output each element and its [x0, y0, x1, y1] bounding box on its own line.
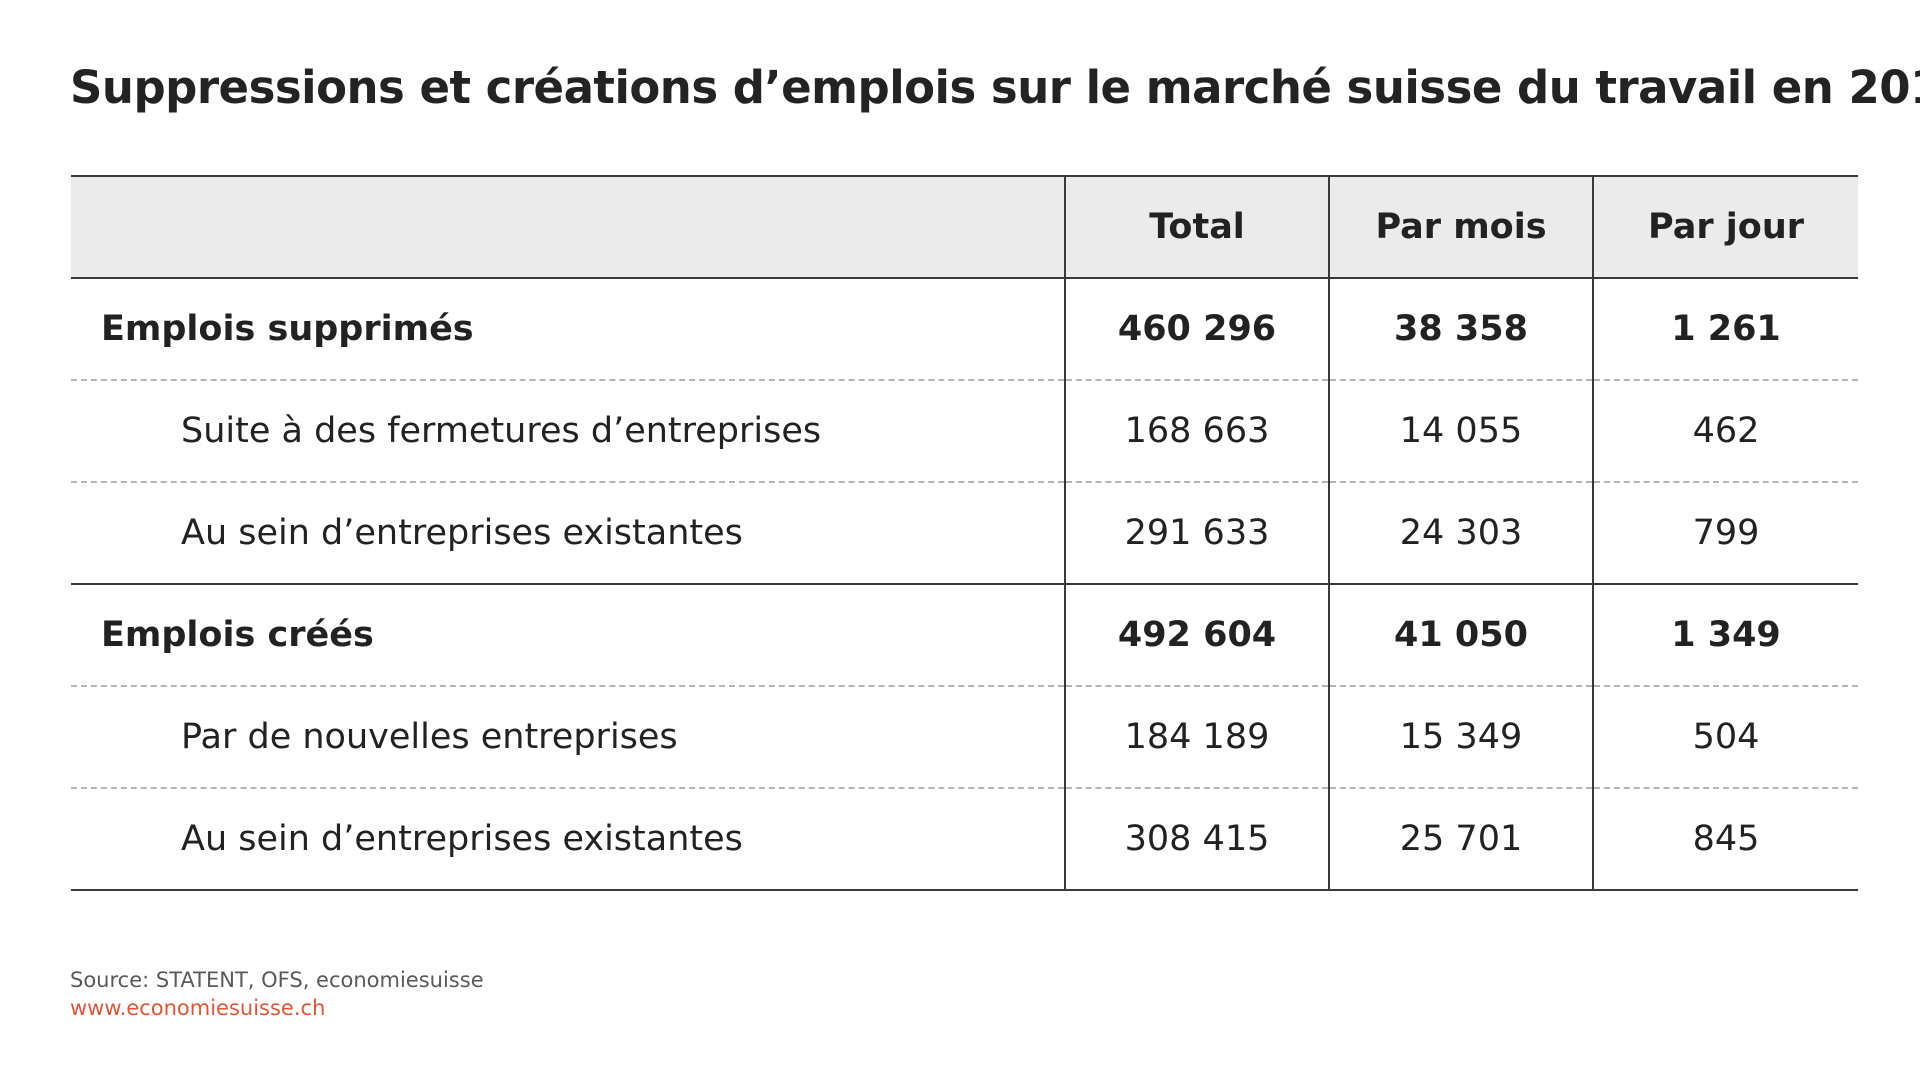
cell-par-jour: 1 349 — [1592, 583, 1858, 686]
cell-total: 492 604 — [1064, 583, 1329, 686]
cell-par-jour: 845 — [1592, 787, 1858, 890]
cell-par-mois: 38 358 — [1328, 278, 1593, 380]
source-note: Source: STATENT, OFS, economiesuisse — [70, 968, 484, 992]
cell-par-jour: 462 — [1592, 379, 1858, 482]
cell-par-mois: 24 303 — [1328, 481, 1593, 584]
jobs-table: Total Par mois Par jour Emplois supprimé… — [71, 175, 1858, 891]
page-title: Suppressions et créations d’emplois sur … — [70, 61, 1920, 114]
cell-par-mois: 14 055 — [1328, 379, 1593, 482]
cell-par-mois: 41 050 — [1328, 583, 1593, 686]
header-par-mois: Par mois — [1328, 176, 1593, 279]
row-label: Au sein d’entreprises existantes — [71, 787, 1065, 890]
cell-par-jour: 799 — [1592, 481, 1858, 584]
table-row: Suite à des fermetures d’entreprises 168… — [71, 379, 1858, 482]
row-label: Par de nouvelles entreprises — [71, 685, 1065, 788]
cell-par-mois: 15 349 — [1328, 685, 1593, 788]
cell-total: 184 189 — [1064, 685, 1329, 788]
row-label: Au sein d’entreprises existantes — [71, 481, 1065, 584]
table-header-row: Total Par mois Par jour — [71, 176, 1858, 279]
table-row: Au sein d’entreprises existantes 291 633… — [71, 481, 1858, 584]
header-par-jour: Par jour — [1592, 176, 1858, 279]
cell-total: 168 663 — [1064, 379, 1329, 482]
row-label: Suite à des fermetures d’entreprises — [71, 379, 1065, 482]
cell-total: 460 296 — [1064, 278, 1329, 380]
table-row: Emplois supprimés 460 296 38 358 1 261 — [71, 278, 1858, 380]
cell-par-jour: 1 261 — [1592, 278, 1858, 380]
row-label: Emplois supprimés — [101, 309, 474, 349]
cell-par-jour: 504 — [1592, 685, 1858, 788]
table-row: Par de nouvelles entreprises 184 189 15 … — [71, 685, 1858, 788]
table-row: Au sein d’entreprises existantes 308 415… — [71, 787, 1858, 890]
cell-par-mois: 25 701 — [1328, 787, 1593, 890]
header-total: Total — [1064, 176, 1329, 279]
header-empty-cell — [71, 176, 1065, 279]
source-link[interactable]: www.economiesuisse.ch — [70, 996, 326, 1020]
cell-total: 308 415 — [1064, 787, 1329, 890]
table-row: Emplois créés 492 604 41 050 1 349 — [71, 583, 1858, 686]
cell-total: 291 633 — [1064, 481, 1329, 584]
row-label: Emplois créés — [71, 583, 1065, 686]
